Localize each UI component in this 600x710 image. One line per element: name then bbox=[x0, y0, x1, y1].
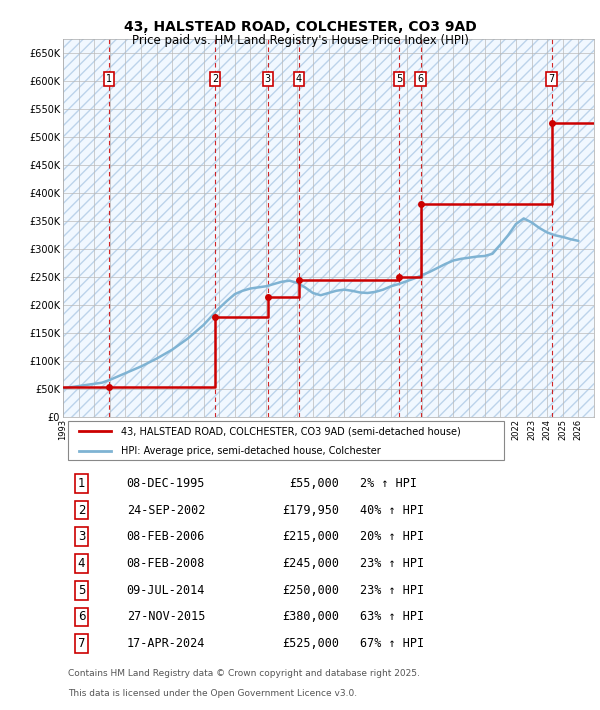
Text: 24-SEP-2002: 24-SEP-2002 bbox=[127, 503, 205, 516]
Text: Contains HM Land Registry data © Crown copyright and database right 2025.: Contains HM Land Registry data © Crown c… bbox=[68, 669, 420, 678]
Text: 17-APR-2024: 17-APR-2024 bbox=[127, 637, 205, 650]
Text: 4: 4 bbox=[78, 557, 85, 570]
Text: 2% ↑ HPI: 2% ↑ HPI bbox=[361, 476, 418, 490]
Text: £245,000: £245,000 bbox=[282, 557, 339, 570]
Text: £525,000: £525,000 bbox=[282, 637, 339, 650]
Text: 20% ↑ HPI: 20% ↑ HPI bbox=[361, 530, 424, 543]
Text: 23% ↑ HPI: 23% ↑ HPI bbox=[361, 557, 424, 570]
Text: 6: 6 bbox=[418, 74, 424, 84]
Text: 63% ↑ HPI: 63% ↑ HPI bbox=[361, 611, 424, 623]
Text: 27-NOV-2015: 27-NOV-2015 bbox=[127, 611, 205, 623]
Text: £380,000: £380,000 bbox=[282, 611, 339, 623]
Text: £250,000: £250,000 bbox=[282, 584, 339, 596]
Text: 3: 3 bbox=[78, 530, 85, 543]
Text: 08-FEB-2008: 08-FEB-2008 bbox=[127, 557, 205, 570]
Text: This data is licensed under the Open Government Licence v3.0.: This data is licensed under the Open Gov… bbox=[68, 689, 358, 698]
Text: 08-DEC-1995: 08-DEC-1995 bbox=[127, 476, 205, 490]
Text: £215,000: £215,000 bbox=[282, 530, 339, 543]
Text: £179,950: £179,950 bbox=[282, 503, 339, 516]
Text: 3: 3 bbox=[265, 74, 271, 84]
Text: 2: 2 bbox=[212, 74, 218, 84]
Text: 23% ↑ HPI: 23% ↑ HPI bbox=[361, 584, 424, 596]
Text: 1: 1 bbox=[78, 476, 85, 490]
Text: 4: 4 bbox=[296, 74, 302, 84]
Text: 40% ↑ HPI: 40% ↑ HPI bbox=[361, 503, 424, 516]
Text: 2: 2 bbox=[78, 503, 85, 516]
Text: 5: 5 bbox=[78, 584, 85, 596]
Text: 7: 7 bbox=[548, 74, 555, 84]
Text: £55,000: £55,000 bbox=[289, 476, 339, 490]
Text: 43, HALSTEAD ROAD, COLCHESTER, CO3 9AD: 43, HALSTEAD ROAD, COLCHESTER, CO3 9AD bbox=[124, 20, 476, 34]
Text: 5: 5 bbox=[396, 74, 402, 84]
Text: 09-JUL-2014: 09-JUL-2014 bbox=[127, 584, 205, 596]
Text: 1: 1 bbox=[106, 74, 112, 84]
FancyBboxPatch shape bbox=[68, 421, 504, 460]
Text: Price paid vs. HM Land Registry's House Price Index (HPI): Price paid vs. HM Land Registry's House … bbox=[131, 34, 469, 47]
Text: 43, HALSTEAD ROAD, COLCHESTER, CO3 9AD (semi-detached house): 43, HALSTEAD ROAD, COLCHESTER, CO3 9AD (… bbox=[121, 427, 461, 437]
Text: 7: 7 bbox=[78, 637, 85, 650]
Text: HPI: Average price, semi-detached house, Colchester: HPI: Average price, semi-detached house,… bbox=[121, 446, 381, 456]
Text: 08-FEB-2006: 08-FEB-2006 bbox=[127, 530, 205, 543]
Text: 6: 6 bbox=[78, 611, 85, 623]
Text: 67% ↑ HPI: 67% ↑ HPI bbox=[361, 637, 424, 650]
